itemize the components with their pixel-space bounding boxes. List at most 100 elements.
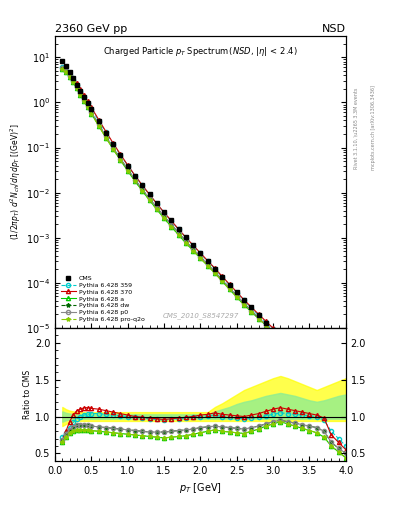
Pythia 6.428 p0 bbox=[133, 177, 138, 183]
Pythia 6.428 pro-q2o bbox=[60, 66, 64, 72]
Pythia 6.428 pro-q2o bbox=[234, 294, 239, 300]
Pythia 6.428 359 bbox=[322, 377, 327, 383]
Pythia 6.428 359 bbox=[242, 297, 246, 304]
Pythia 6.428 dw bbox=[242, 301, 246, 307]
Pythia 6.428 p0 bbox=[242, 301, 246, 307]
Line: Pythia 6.428 dw: Pythia 6.428 dw bbox=[60, 66, 348, 416]
Pythia 6.428 a bbox=[104, 135, 108, 141]
Pythia 6.428 359 bbox=[220, 274, 225, 280]
Pythia 6.428 370 bbox=[322, 377, 327, 383]
Pythia 6.428 pro-q2o bbox=[89, 111, 94, 117]
Pythia 6.428 370 bbox=[176, 226, 181, 232]
Pythia 6.428 pro-q2o bbox=[75, 86, 79, 92]
Pythia 6.428 p0 bbox=[191, 246, 196, 252]
CMS bbox=[133, 173, 138, 179]
Pythia 6.428 a bbox=[336, 403, 341, 410]
Pythia 6.428 pro-q2o bbox=[227, 286, 232, 292]
Pythia 6.428 pro-q2o bbox=[206, 263, 210, 269]
Pythia 6.428 370 bbox=[249, 304, 254, 310]
Pythia 6.428 p0 bbox=[206, 261, 210, 267]
Legend: CMS, Pythia 6.428 359, Pythia 6.428 370, Pythia 6.428 a, Pythia 6.428 dw, Pythia: CMS, Pythia 6.428 359, Pythia 6.428 370,… bbox=[58, 273, 147, 325]
Y-axis label: $(1/2\pi p_T)\ d^2N_{ch}/d\eta\,dp_T\ [(\mathrm{GeV})^2]$: $(1/2\pi p_T)\ d^2N_{ch}/d\eta\,dp_T\ [(… bbox=[9, 123, 23, 240]
Pythia 6.428 a bbox=[322, 383, 327, 389]
Pythia 6.428 370 bbox=[162, 209, 167, 216]
Pythia 6.428 pro-q2o bbox=[111, 146, 116, 152]
CMS bbox=[64, 63, 68, 69]
Pythia 6.428 359 bbox=[96, 118, 101, 124]
Pythia 6.428 dw bbox=[169, 222, 174, 228]
Pythia 6.428 dw bbox=[206, 261, 210, 267]
Pythia 6.428 p0 bbox=[64, 68, 68, 74]
Pythia 6.428 a bbox=[162, 215, 167, 221]
Pythia 6.428 a bbox=[278, 336, 283, 342]
Pythia 6.428 pro-q2o bbox=[96, 123, 101, 129]
Pythia 6.428 pro-q2o bbox=[140, 188, 145, 194]
CMS bbox=[271, 327, 275, 333]
Pythia 6.428 pro-q2o bbox=[336, 403, 341, 410]
Pythia 6.428 a bbox=[300, 359, 305, 365]
Pythia 6.428 359 bbox=[78, 88, 83, 94]
Pythia 6.428 359 bbox=[133, 173, 138, 179]
Pythia 6.428 pro-q2o bbox=[118, 157, 123, 163]
Pythia 6.428 dw bbox=[89, 109, 94, 115]
CMS bbox=[234, 289, 239, 295]
CMS bbox=[191, 242, 196, 248]
Line: Pythia 6.428 359: Pythia 6.428 359 bbox=[60, 65, 348, 412]
CMS bbox=[162, 208, 167, 215]
CMS bbox=[198, 250, 203, 257]
Text: NSD: NSD bbox=[322, 24, 346, 34]
Pythia 6.428 dw bbox=[78, 90, 83, 96]
Pythia 6.428 p0 bbox=[307, 365, 312, 371]
Pythia 6.428 a bbox=[60, 66, 64, 72]
CMS bbox=[184, 234, 188, 240]
Pythia 6.428 dw bbox=[104, 133, 108, 139]
Pythia 6.428 dw bbox=[191, 246, 196, 252]
Pythia 6.428 a bbox=[256, 315, 261, 322]
Pythia 6.428 a bbox=[118, 157, 123, 163]
Pythia 6.428 dw bbox=[60, 65, 64, 71]
CMS bbox=[140, 182, 145, 188]
Pythia 6.428 359 bbox=[169, 218, 174, 224]
CMS bbox=[96, 118, 101, 124]
Pythia 6.428 370 bbox=[169, 218, 174, 224]
Pythia 6.428 370 bbox=[75, 80, 79, 86]
Pythia 6.428 359 bbox=[67, 72, 72, 78]
Pythia 6.428 370 bbox=[147, 191, 152, 198]
CMS bbox=[125, 162, 130, 168]
Pythia 6.428 359 bbox=[60, 64, 64, 70]
Pythia 6.428 p0 bbox=[234, 292, 239, 298]
Pythia 6.428 p0 bbox=[154, 205, 159, 211]
Pythia 6.428 dw bbox=[292, 350, 297, 356]
CMS bbox=[111, 141, 116, 147]
Pythia 6.428 359 bbox=[82, 94, 86, 100]
CMS bbox=[220, 274, 225, 280]
Pythia 6.428 p0 bbox=[184, 238, 188, 244]
Pythia 6.428 370 bbox=[82, 92, 86, 98]
CMS bbox=[75, 81, 79, 88]
Pythia 6.428 a bbox=[307, 366, 312, 372]
Pythia 6.428 a bbox=[184, 240, 188, 246]
Pythia 6.428 370 bbox=[242, 297, 246, 303]
Pythia 6.428 370 bbox=[292, 347, 297, 353]
Pythia 6.428 dw bbox=[75, 84, 79, 90]
Pythia 6.428 a bbox=[285, 344, 290, 350]
Pythia 6.428 p0 bbox=[140, 186, 145, 193]
Text: CMS_2010_S8547297: CMS_2010_S8547297 bbox=[162, 312, 239, 319]
CMS bbox=[89, 106, 94, 113]
Pythia 6.428 359 bbox=[292, 348, 297, 354]
Pythia 6.428 p0 bbox=[147, 196, 152, 202]
Pythia 6.428 dw bbox=[227, 285, 232, 291]
Pythia 6.428 370 bbox=[263, 318, 268, 324]
Pythia 6.428 370 bbox=[191, 242, 196, 248]
Pythia 6.428 a bbox=[242, 302, 246, 308]
Pythia 6.428 359 bbox=[198, 250, 203, 257]
Pythia 6.428 p0 bbox=[322, 381, 327, 387]
Pythia 6.428 a bbox=[220, 279, 225, 285]
Line: Pythia 6.428 p0: Pythia 6.428 p0 bbox=[60, 66, 348, 416]
Pythia 6.428 370 bbox=[314, 370, 319, 376]
Pythia 6.428 a bbox=[329, 394, 334, 400]
Pythia 6.428 p0 bbox=[271, 328, 275, 334]
CMS bbox=[285, 342, 290, 348]
Pythia 6.428 p0 bbox=[78, 90, 83, 96]
Pythia 6.428 359 bbox=[278, 333, 283, 339]
